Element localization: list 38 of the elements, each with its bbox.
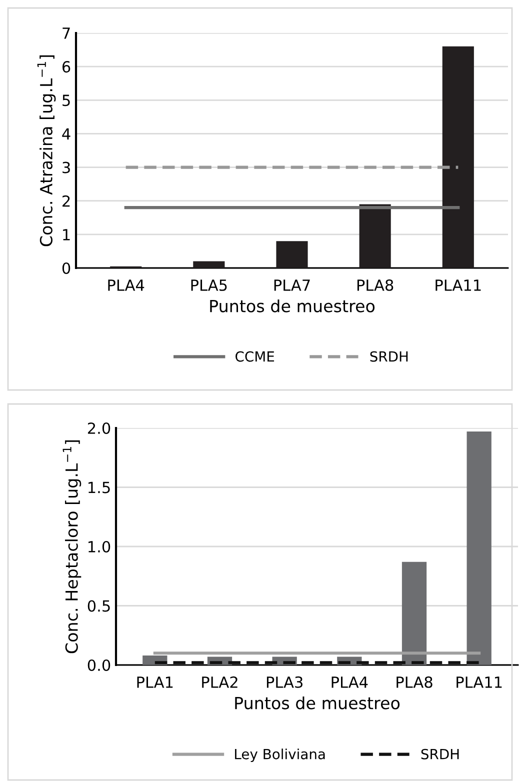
y-tick-label: 0.5: [88, 600, 110, 612]
bar: [193, 261, 225, 268]
y-tick-label: 7: [62, 28, 70, 39]
y-tick-label: 6: [62, 61, 70, 73]
x-tick-label: PLA8: [396, 676, 432, 688]
y-tick-label: 2: [62, 195, 70, 207]
y-tick-label: 1: [63, 229, 70, 240]
x-tick-label: PLA11: [436, 280, 481, 291]
bar: [276, 241, 308, 268]
x-tick-label: PLA5: [191, 280, 227, 291]
legend-label: SRDH: [421, 748, 459, 760]
x-tick-label: PLA3: [266, 676, 302, 688]
x-axis-title: Puntos de muestreo: [235, 696, 400, 710]
y-tick-label: 4: [62, 128, 70, 140]
bar: [402, 562, 427, 665]
legend-label: CCME: [236, 351, 274, 362]
bar: [442, 46, 474, 268]
y-tick-label: 2.0: [88, 422, 110, 434]
x-tick-label: PLA4: [108, 280, 144, 291]
bar: [359, 204, 391, 268]
x-tick-label: PLA7: [274, 280, 310, 291]
y-tick-label: 1.0: [88, 540, 110, 553]
x-tick-label: PLA11: [456, 676, 502, 688]
y-tick-label: 5: [62, 94, 70, 106]
bar: [466, 432, 492, 665]
y-tick-label: 0.0: [88, 659, 110, 672]
x-tick-label: PLA1: [137, 676, 173, 688]
y-axis-title: Conc. Atrazina [ug.L$^{−1}$]: [37, 55, 56, 246]
x-tick-label: PLA8: [357, 279, 394, 291]
legend-label: SRDH: [370, 351, 408, 362]
y-tick-label: 1.5: [88, 482, 110, 494]
y-tick-label: 3: [62, 162, 70, 174]
y-tick-label: 0: [62, 262, 70, 274]
x-tick-label: PLA4: [332, 676, 368, 688]
x-axis-title: Puntos de muestreo: [210, 299, 375, 312]
y-axis-title: Conc. Heptacloro [ug.L$^{−1}$]: [62, 440, 82, 654]
legend-label: Ley Boliviana: [235, 748, 325, 762]
x-tick-label: PLA2: [202, 676, 238, 688]
